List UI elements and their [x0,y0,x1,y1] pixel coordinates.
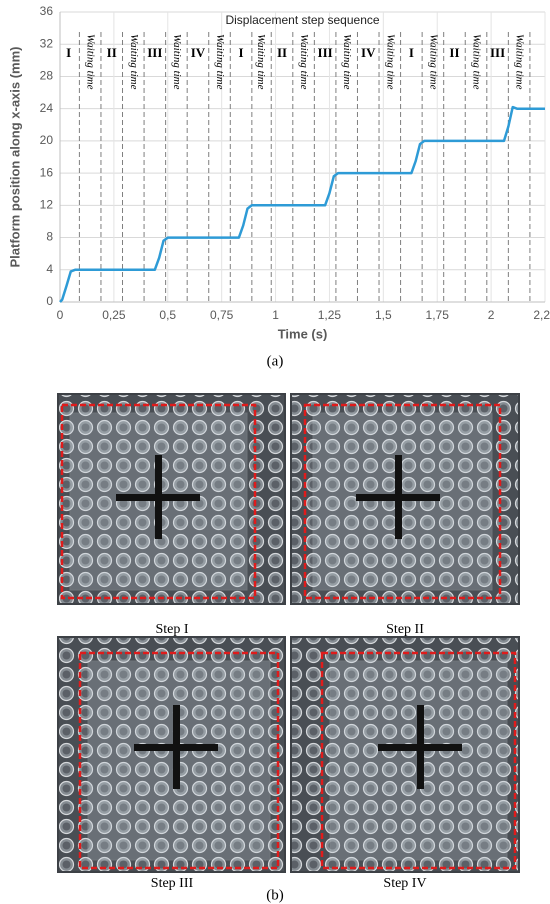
annotation: Waiting time [214,34,226,90]
roi [60,403,257,600]
x-tick-label: 2,25 [533,308,550,322]
y-axis-label: Platform position along x-axis (mm) [7,46,22,267]
panel-label: (b) [266,887,284,903]
photo-holes [59,638,284,871]
y-tick-label: 36 [40,4,54,18]
x-tick-label: 0,75 [210,308,234,322]
cross-v [417,705,424,789]
platform [312,412,493,591]
cross-v [173,705,180,789]
caption: Step I [155,622,188,637]
annotation: Waiting time [85,34,97,90]
cross-v [155,455,162,539]
y-tick-label: 24 [40,101,54,115]
x-tick-label: 0,5 [159,308,176,322]
caption: Step IV [383,876,426,891]
roi [320,651,517,870]
y-tick-label: 4 [46,262,53,276]
data-line [59,105,545,303]
y-tick-label: 20 [40,133,54,147]
caption: Step II [386,622,424,637]
x-tick-label: 1,25 [318,308,342,322]
x-tick-label: 1,75 [426,308,450,322]
x-tick-label: 2 [488,308,495,322]
annotation: IV [191,45,206,60]
annotation: Waiting time [427,34,439,90]
annotation: I [409,45,414,60]
x-tick-label: 1 [272,308,279,322]
x-tick-label: 0,25 [102,308,126,322]
annotation: III [147,45,162,60]
y-tick-label: 12 [40,198,54,212]
caption: Step III [151,876,194,891]
photo [290,636,520,873]
annotation: Waiting time [128,34,140,90]
annotation: Waiting time [514,34,526,90]
y-tick-label: 32 [40,36,54,50]
photo [290,393,520,605]
annotation: Waiting time [470,34,482,90]
roi [78,651,280,870]
annotation: I [66,45,71,60]
platform [69,412,248,591]
y-tick-label: 8 [46,230,53,244]
annotation: Waiting time [298,34,310,90]
x-tick-label: 0 [57,308,64,322]
cross-v [395,455,402,539]
photo [57,393,286,605]
annotation: Waiting time [384,34,396,90]
y-tick-label: 16 [40,165,54,179]
annotation: III [318,45,333,60]
y-tick-label: 0 [46,294,53,308]
annotation: II [277,45,287,60]
chart-title: Displacement step sequence [225,13,379,27]
annotation: Waiting time [171,34,183,90]
y-tick-label: 28 [40,69,54,83]
annotation: Waiting time [341,34,353,90]
x-tick-label: 1,5 [375,308,392,322]
annotation: II [449,45,459,60]
x-axis-label: Time (s) [278,326,328,341]
annotation: II [107,45,117,60]
annotation: IV [361,45,376,60]
panel-label: (a) [267,353,284,369]
annotation: I [239,45,244,60]
annotation: III [490,45,505,60]
photo [57,636,286,873]
roi [303,403,502,600]
photo-holes [292,638,518,871]
annotation: Waiting time [255,34,267,90]
